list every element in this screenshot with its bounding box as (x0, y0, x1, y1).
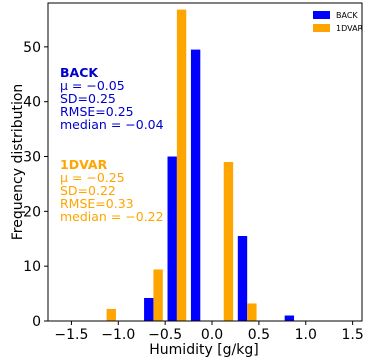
back-stats-rmse: RMSE=0.25 (60, 104, 134, 119)
bar-1dvar-2 (176, 9, 187, 322)
bar-1dvar-4 (223, 162, 234, 321)
bar-1dvar-5 (247, 303, 257, 321)
legend-swatch-back (313, 11, 330, 19)
y-tick-label: 20 (23, 204, 41, 220)
y-tick-label: 40 (23, 95, 41, 111)
legend-label-back: BACK (336, 11, 358, 20)
bar-1dvar-1 (153, 269, 163, 321)
1dvar-stats-median: median = −0.22 (60, 209, 164, 224)
1dvar-stats-rmse: RMSE=0.33 (60, 196, 134, 211)
back-stats-title: BACK (60, 65, 99, 80)
back-stats-annotation: BACK μ = −0.05 SD=0.25 RMSE=0.25 median … (60, 65, 164, 132)
bar-1dvar-0 (106, 308, 116, 321)
1dvar-stats-title: 1DVAR (60, 157, 108, 172)
bar-back-6 (284, 315, 295, 321)
x-axis-label: Humidity [g/kg] (149, 342, 258, 357)
1dvar-stats-mean: μ = −0.25 (60, 170, 125, 185)
x-tick-label: 0.0 (201, 327, 223, 343)
bars-layer (106, 9, 295, 322)
bar-back-3 (190, 49, 201, 321)
y-tick-label: 10 (23, 259, 41, 275)
x-axis-ticks: −1.5 −1.0 −0.5 0.0 0.5 1.0 1.5 (54, 321, 364, 343)
y-axis-label: Frequency distribution (10, 84, 26, 241)
y-tick-label: 50 (23, 40, 41, 56)
bar-back-2 (167, 156, 177, 321)
bar-back-1 (144, 297, 154, 321)
bar-back-5 (237, 236, 248, 321)
back-stats-sd: SD=0.25 (60, 91, 116, 106)
y-axis-ticks: 0 10 20 30 40 50 (23, 40, 48, 330)
1dvar-stats-annotation: 1DVAR μ = −0.25 SD=0.22 RMSE=0.33 median… (60, 157, 164, 224)
x-tick-label: −1.0 (101, 327, 135, 343)
1dvar-stats-sd: SD=0.22 (60, 183, 116, 198)
x-tick-label: 0.5 (248, 327, 270, 343)
plot-frame (47, 2, 363, 322)
legend-swatch-1dvar (313, 24, 330, 32)
legend-label-1dvar: 1DVAR (336, 24, 364, 33)
back-stats-median: median = −0.04 (60, 117, 164, 132)
x-tick-label: 1.0 (295, 327, 317, 343)
y-tick-label: 30 (23, 150, 41, 166)
y-tick-label: 0 (32, 314, 41, 330)
x-tick-label: 1.5 (341, 327, 363, 343)
legend: BACK 1DVAR (313, 11, 364, 33)
x-tick-label: −0.5 (148, 327, 182, 343)
x-tick-label: −1.5 (54, 327, 88, 343)
axes-frame (47, 2, 363, 322)
back-stats-mean: μ = −0.05 (60, 78, 125, 93)
